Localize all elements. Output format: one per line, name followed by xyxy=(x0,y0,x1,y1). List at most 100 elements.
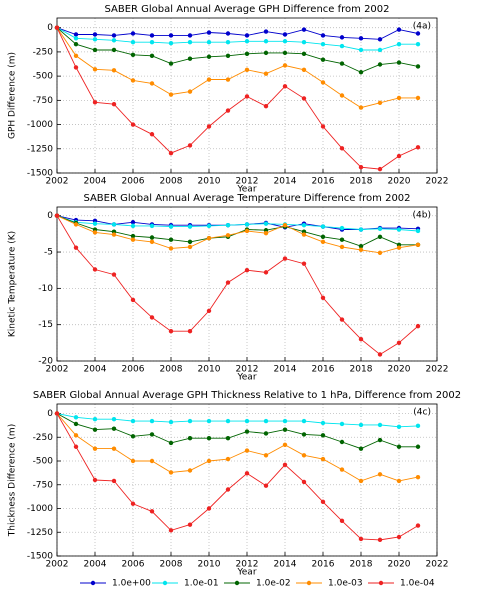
data-point xyxy=(149,53,155,58)
x-axis-label: Year xyxy=(236,568,256,578)
data-point xyxy=(358,422,364,428)
data-point xyxy=(263,431,269,436)
data-point xyxy=(263,230,269,236)
data-point xyxy=(320,234,326,239)
x-tick-label: 2004 xyxy=(84,177,107,187)
data-point xyxy=(206,54,212,59)
legend-marker xyxy=(378,580,384,586)
series-line xyxy=(56,215,418,247)
data-point xyxy=(301,232,307,237)
data-point xyxy=(206,40,212,45)
legend-label: 1.0e-02 xyxy=(256,579,291,589)
data-point xyxy=(73,421,79,427)
data-point xyxy=(282,427,288,432)
legend-marker xyxy=(90,580,96,586)
data-point xyxy=(263,270,269,275)
data-point xyxy=(377,226,383,231)
data-point xyxy=(149,418,155,424)
y-tick-label: -5 xyxy=(44,248,53,258)
legend-label: 1.0e+00 xyxy=(112,579,151,589)
data-point xyxy=(415,95,421,101)
x-tick-label: 2012 xyxy=(236,365,259,375)
data-point xyxy=(244,39,250,44)
x-tick-label: 2022 xyxy=(426,560,449,570)
data-point xyxy=(396,227,402,232)
data-point xyxy=(130,223,136,229)
data-point xyxy=(225,77,231,82)
data-point xyxy=(282,256,288,261)
data-point xyxy=(149,315,155,320)
data-point xyxy=(415,64,421,69)
data-point xyxy=(377,250,383,255)
panel-label: (4b) xyxy=(413,211,431,221)
data-point xyxy=(225,456,231,462)
data-point xyxy=(92,417,98,422)
data-point xyxy=(168,440,174,446)
data-point xyxy=(301,432,307,437)
data-point xyxy=(301,261,307,266)
series-line xyxy=(56,413,419,541)
x-tick-label: 2008 xyxy=(160,560,183,570)
data-point xyxy=(339,518,345,524)
data-point xyxy=(54,213,60,218)
data-point xyxy=(111,222,117,227)
series-line xyxy=(56,215,419,232)
legend-label: 1.0e-01 xyxy=(184,579,219,589)
data-point xyxy=(358,536,364,542)
data-point xyxy=(92,32,98,37)
data-point xyxy=(396,534,402,540)
data-point xyxy=(244,67,250,73)
data-point xyxy=(92,67,98,72)
data-point xyxy=(358,337,364,342)
data-point xyxy=(149,432,155,437)
data-point xyxy=(263,50,269,56)
x-tick-label: 2022 xyxy=(426,365,449,375)
data-point xyxy=(415,523,421,528)
data-point xyxy=(339,146,345,151)
data-point xyxy=(244,471,250,476)
data-point xyxy=(130,237,136,242)
data-point xyxy=(415,444,421,449)
data-point xyxy=(339,237,345,242)
data-point xyxy=(415,423,421,429)
data-point xyxy=(168,329,174,334)
data-point xyxy=(263,221,269,226)
data-point xyxy=(187,56,193,61)
data-point xyxy=(130,78,136,83)
data-point xyxy=(187,468,193,473)
x-tick-label: 2012 xyxy=(236,560,259,570)
data-point xyxy=(320,224,326,229)
data-point xyxy=(377,62,383,67)
data-point xyxy=(263,39,269,44)
data-point xyxy=(396,41,402,47)
data-point xyxy=(225,233,231,238)
data-point xyxy=(111,68,117,73)
chart-title: SABER Global Annual Average GPH Differen… xyxy=(104,4,389,15)
data-point xyxy=(130,434,136,439)
data-point xyxy=(396,444,402,449)
data-point xyxy=(225,418,231,424)
data-point xyxy=(415,41,421,47)
data-point xyxy=(225,108,231,113)
data-point xyxy=(263,29,269,34)
legend-marker xyxy=(162,580,168,586)
data-point xyxy=(111,417,117,422)
y-tick-label: -1500 xyxy=(27,552,53,562)
data-point xyxy=(339,35,345,40)
data-point xyxy=(206,506,212,511)
data-point xyxy=(73,245,79,250)
data-point xyxy=(187,436,193,441)
data-point xyxy=(73,444,79,449)
data-point xyxy=(187,329,193,334)
series-line xyxy=(56,215,419,254)
x-tick-label: 2020 xyxy=(388,365,411,375)
data-point xyxy=(396,478,402,484)
data-point xyxy=(111,38,117,43)
data-point xyxy=(282,84,288,89)
data-point xyxy=(320,41,326,47)
series-line xyxy=(56,215,419,356)
data-point xyxy=(377,37,383,42)
y-tick-label: 0 xyxy=(47,409,53,419)
data-point xyxy=(396,153,402,159)
y-tick-label: 0 xyxy=(47,211,53,221)
